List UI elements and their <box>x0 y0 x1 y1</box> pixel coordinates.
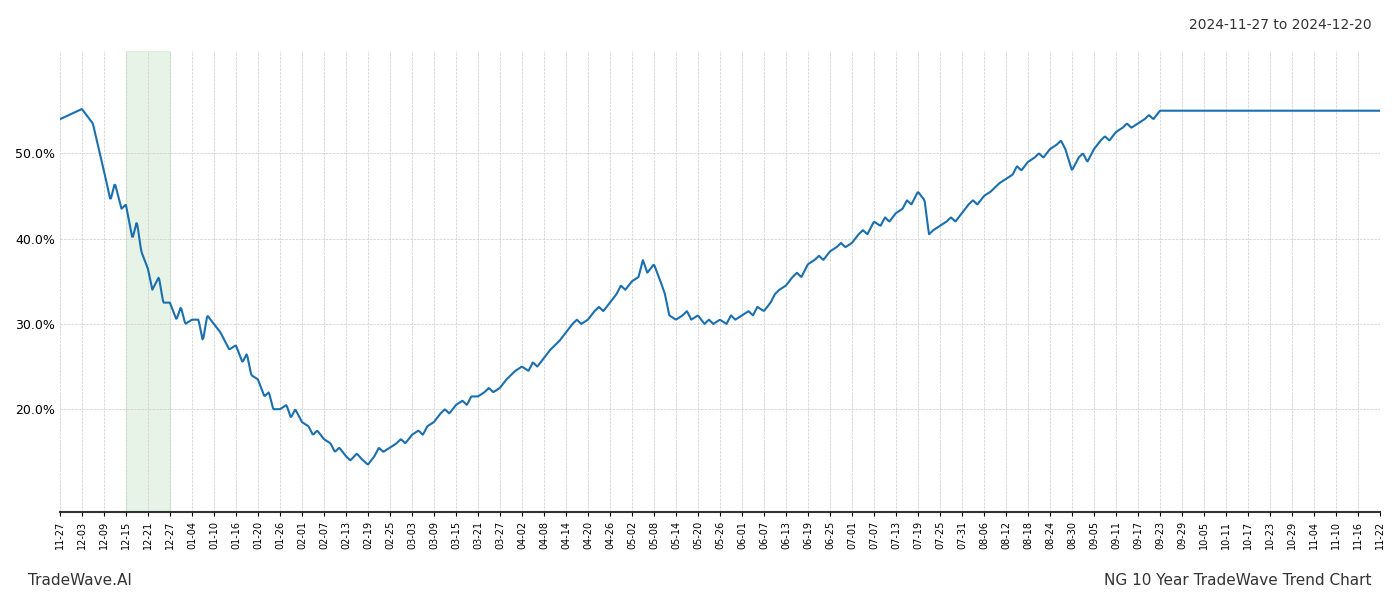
Bar <box>126 51 169 512</box>
Text: 2024-11-27 to 2024-12-20: 2024-11-27 to 2024-12-20 <box>1190 18 1372 32</box>
Text: NG 10 Year TradeWave Trend Chart: NG 10 Year TradeWave Trend Chart <box>1105 573 1372 588</box>
Text: TradeWave.AI: TradeWave.AI <box>28 573 132 588</box>
